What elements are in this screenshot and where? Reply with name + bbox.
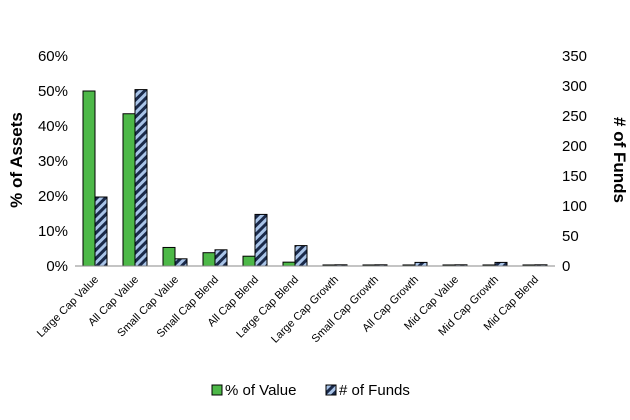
y-axis-title-left: % of Assets (7, 112, 26, 208)
y-tick-right: 300 (562, 78, 587, 95)
y-tick-right: 0 (562, 258, 570, 275)
bar-fund-count (294, 245, 308, 267)
bar-fund-count (174, 258, 188, 267)
y-tick-right: 350 (562, 48, 587, 65)
legend-swatch-funds (325, 384, 337, 396)
x-category-label: Large Cap Value (35, 274, 101, 340)
y-tick-left: 0% (46, 258, 68, 275)
legend-label-funds: # of Funds (339, 382, 410, 399)
bar-fund-count (214, 249, 228, 267)
y-tick-right: 200 (562, 138, 587, 155)
y-tick-left: 50% (38, 83, 68, 100)
legend: % of Value # of Funds (211, 382, 410, 399)
legend-swatch-value (211, 384, 223, 396)
y-tick-left: 60% (38, 48, 68, 65)
y-tick-right: 250 (562, 108, 587, 125)
bar-percent-value (282, 261, 296, 267)
bar-fund-count (254, 213, 268, 267)
bar-fund-count (134, 89, 148, 267)
x-category-label: Large Cap Growth (269, 274, 341, 346)
y-tick-left: 20% (38, 188, 68, 205)
x-category-label: Small Cap Growth (310, 274, 382, 346)
bar-percent-value (202, 252, 216, 267)
bar-fund-count (494, 261, 508, 267)
legend-label-value: % of Value (225, 382, 296, 399)
bar-percent-value (122, 113, 136, 267)
y-tick-left: 40% (38, 118, 68, 135)
y-tick-right: 50 (562, 228, 579, 245)
y-tick-right: 100 (562, 198, 587, 215)
bar-percent-value (242, 255, 256, 267)
bar-fund-count (94, 196, 108, 267)
y-tick-left: 30% (38, 153, 68, 170)
y-tick-right: 150 (562, 168, 587, 185)
bar-percent-value (162, 246, 176, 267)
bar-percent-value (82, 90, 96, 267)
bar-fund-count (414, 261, 428, 267)
y-tick-left: 10% (38, 223, 68, 240)
y-axis-title-right: # of Funds (610, 117, 629, 203)
